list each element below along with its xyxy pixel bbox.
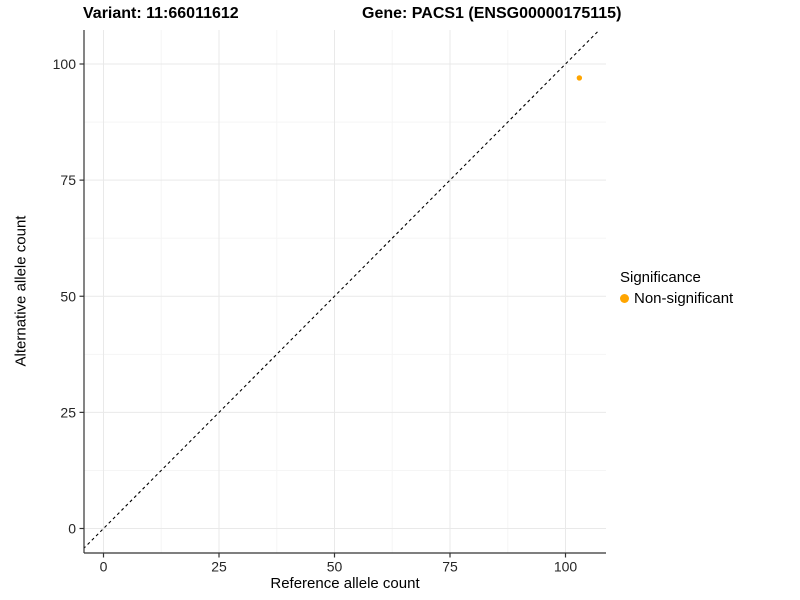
legend-item-label: Non-significant bbox=[634, 290, 734, 307]
svg-text:100: 100 bbox=[554, 558, 578, 574]
svg-text:50: 50 bbox=[60, 288, 76, 304]
svg-text:25: 25 bbox=[211, 558, 227, 574]
legend-item: Non-significant bbox=[620, 290, 733, 307]
y-axis-title: Alternative allele count bbox=[12, 215, 30, 367]
legend: Significance Non-significant bbox=[620, 269, 733, 307]
svg-text:50: 50 bbox=[327, 558, 343, 574]
legend-title: Significance bbox=[620, 269, 701, 286]
legend-point-icon bbox=[620, 294, 629, 303]
svg-text:0: 0 bbox=[100, 558, 108, 574]
svg-text:25: 25 bbox=[60, 404, 76, 420]
plot-title-variant: Variant: 11:66011612 bbox=[83, 5, 239, 22]
svg-text:75: 75 bbox=[60, 172, 76, 188]
plot-title-gene: Gene: PACS1 (ENSG00000175115) bbox=[362, 5, 622, 22]
svg-text:0: 0 bbox=[68, 521, 76, 537]
svg-text:75: 75 bbox=[442, 558, 458, 574]
x-axis-title: Reference allele count bbox=[270, 575, 420, 592]
svg-text:100: 100 bbox=[53, 56, 77, 72]
